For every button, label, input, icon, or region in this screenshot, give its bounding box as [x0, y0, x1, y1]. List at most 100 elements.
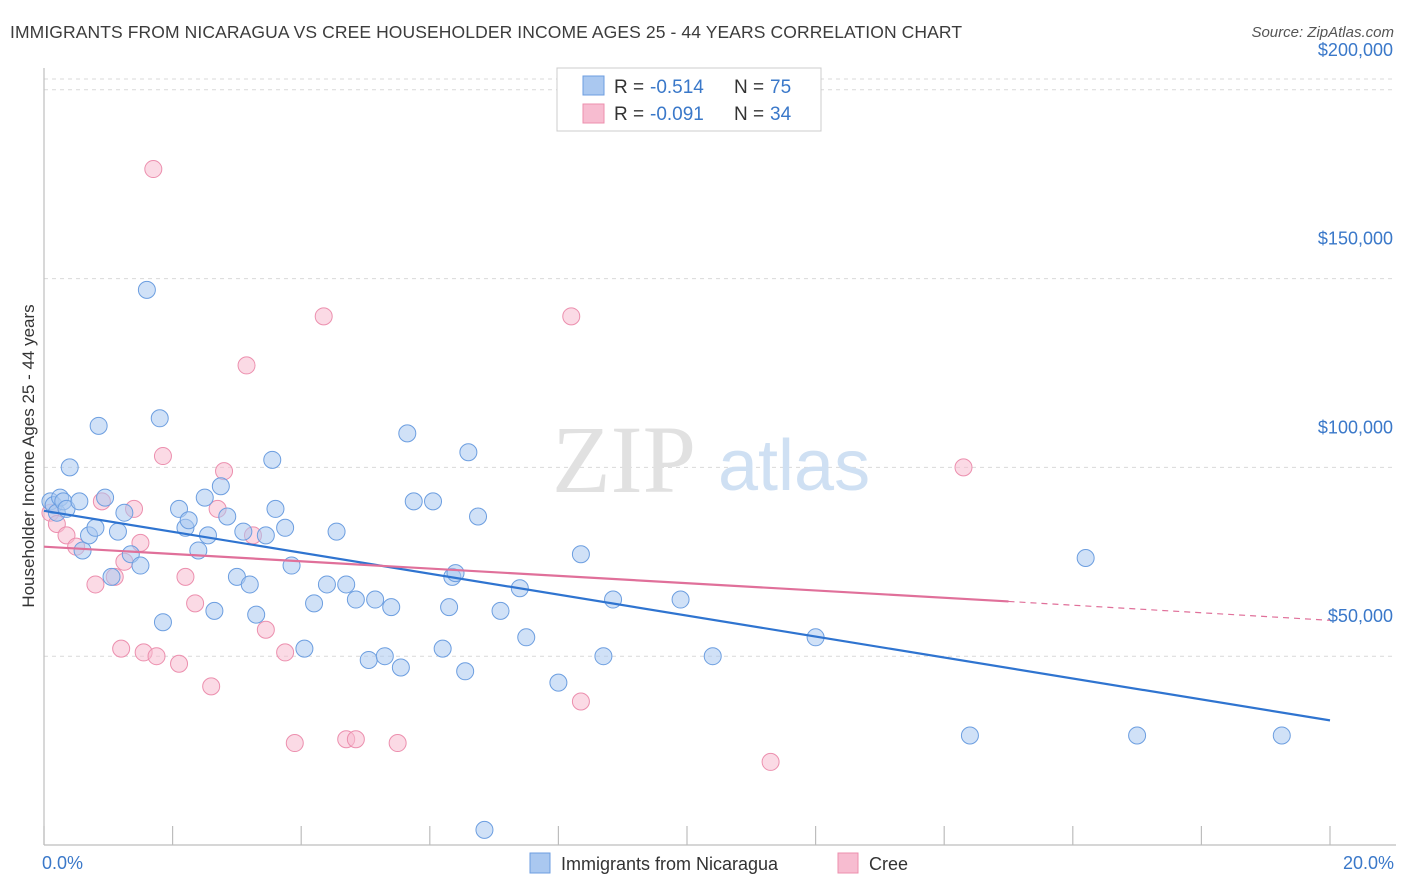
series-legend: Immigrants from Nicaragua Cree: [529, 852, 908, 874]
legend-n-label-2: N =: [734, 104, 764, 125]
nicaragua-point: [517, 628, 536, 647]
axes: [43, 68, 1396, 846]
nicaragua-point: [594, 647, 613, 666]
nicaragua-point: [346, 590, 365, 609]
x-ticks: [43, 826, 1331, 845]
y-axis-title: Householder Income Ages 25 - 44 years: [19, 304, 38, 607]
cree-point: [176, 567, 195, 586]
y-tick-label: $50,000: [1328, 606, 1393, 626]
nicaragua-point: [179, 511, 198, 530]
nicaragua-point: [305, 594, 324, 613]
trend-lines: [43, 509, 1331, 722]
nicaragua-point: [327, 522, 346, 541]
cree-point: [256, 620, 275, 639]
nicaragua-point: [382, 598, 401, 617]
y-tick-label: $100,000: [1318, 417, 1393, 437]
cree-point: [562, 307, 581, 326]
nicaragua-trend-line: [43, 509, 1331, 722]
nicaragua-point: [1272, 726, 1291, 745]
nicaragua-point: [1076, 549, 1095, 568]
nicaragua-point: [459, 443, 478, 462]
nicaragua-points: [41, 280, 1291, 839]
nicaragua-point: [73, 541, 92, 560]
x-tick-label-max: 20.0%: [1343, 853, 1394, 873]
watermark-atlas: atlas: [718, 426, 870, 506]
nicaragua-point: [115, 503, 134, 522]
correlation-legend: R = -0.514 N = 75 R = -0.091 N = 34: [556, 67, 822, 132]
nicaragua-point: [295, 639, 314, 658]
nicaragua-point: [391, 658, 410, 677]
cree-point: [215, 462, 234, 481]
y-tick-labels: $50,000 $100,000 $150,000 $200,000: [1318, 40, 1393, 626]
legend-r-value-2: -0.091: [650, 104, 704, 125]
cree-point: [144, 160, 163, 179]
series-legend-label-cree: Cree: [869, 854, 908, 874]
cree-point: [147, 647, 166, 666]
cree-point: [346, 730, 365, 749]
nicaragua-point: [205, 601, 224, 620]
cree-point: [388, 734, 407, 753]
legend-r-label-1: R =: [614, 77, 644, 98]
nicaragua-point: [703, 647, 722, 666]
cree-point: [153, 447, 172, 466]
nicaragua-point: [150, 409, 169, 428]
nicaragua-point: [247, 605, 266, 624]
cree-point: [276, 643, 295, 662]
cree-point: [170, 654, 189, 673]
nicaragua-point: [89, 416, 108, 435]
cree-point: [314, 307, 333, 326]
legend-n-value-1: 75: [770, 77, 791, 98]
nicaragua-point: [317, 575, 336, 594]
nicaragua-point: [195, 488, 214, 507]
nicaragua-point: [469, 507, 488, 526]
cree-point: [761, 752, 780, 771]
legend-n-value-2: 34: [770, 104, 792, 125]
nicaragua-point: [366, 590, 385, 609]
nicaragua-point: [240, 575, 259, 594]
nicaragua-point: [398, 424, 417, 443]
nicaragua-point: [276, 518, 295, 537]
chart-title: IMMIGRANTS FROM NICARAGUA VS CREE HOUSEH…: [10, 22, 963, 42]
nicaragua-point: [108, 522, 127, 541]
nicaragua-point: [96, 488, 115, 507]
nicaragua-point: [131, 556, 150, 575]
nicaragua-point: [234, 522, 253, 541]
nicaragua-point: [70, 492, 89, 511]
nicaragua-point: [256, 526, 275, 545]
nicaragua-point: [102, 567, 121, 586]
cree-point: [954, 458, 973, 477]
cree-point: [112, 639, 131, 658]
nicaragua-point: [1128, 726, 1147, 745]
x-tick-label-min: 0.0%: [42, 853, 83, 873]
cree-trend-line: [43, 545, 1009, 603]
nicaragua-point: [404, 492, 423, 511]
cree-point: [237, 356, 256, 375]
nicaragua-point: [549, 673, 568, 692]
watermark-zip: ZIP: [552, 406, 696, 513]
series-legend-swatch-pink: [837, 852, 859, 874]
nicaragua-point: [218, 507, 237, 526]
y-tick-label: $150,000: [1318, 229, 1393, 249]
chart-source: Source: ZipAtlas.com: [1251, 24, 1394, 41]
nicaragua-point: [440, 598, 459, 617]
nicaragua-point: [263, 450, 282, 469]
cree-point: [285, 734, 304, 753]
watermark: ZIP atlas: [552, 406, 870, 513]
legend-swatch-blue: [582, 75, 605, 96]
series-legend-swatch-blue: [529, 852, 551, 874]
y-tick-label: $200,000: [1318, 40, 1393, 60]
nicaragua-point: [198, 526, 217, 545]
legend-r-label-2: R =: [614, 104, 644, 125]
nicaragua-point: [137, 280, 156, 299]
legend-n-label-1: N =: [734, 77, 764, 98]
nicaragua-point: [86, 518, 105, 537]
series-legend-label-nicaragua: Immigrants from Nicaragua: [561, 854, 779, 874]
nicaragua-point: [671, 590, 690, 609]
cree-point: [202, 677, 221, 696]
x-tick-labels: 0.0% 20.0%: [42, 853, 1394, 873]
nicaragua-point: [491, 601, 510, 620]
legend-r-value-1: -0.514: [650, 77, 704, 98]
nicaragua-point: [960, 726, 979, 745]
nicaragua-point: [211, 477, 230, 496]
nicaragua-point: [375, 647, 394, 666]
